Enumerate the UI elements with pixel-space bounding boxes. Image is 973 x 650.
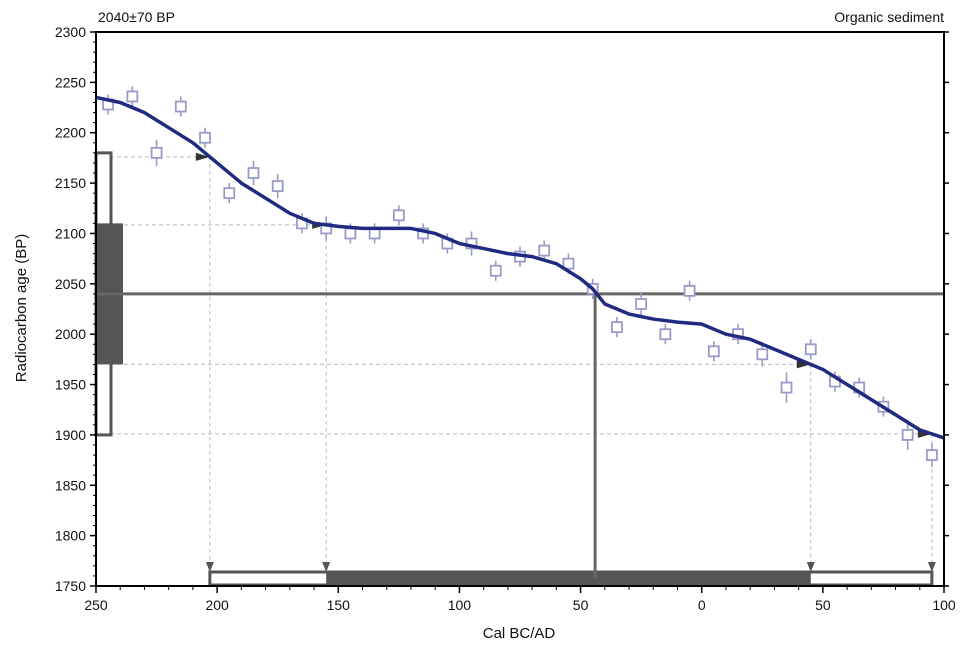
x-tick-label: 200 <box>205 597 229 613</box>
measurement-point <box>611 321 623 334</box>
x-range-arrow <box>205 562 214 572</box>
guide-lines <box>110 152 936 572</box>
x-tick-label: 0 <box>698 597 706 613</box>
x-range-arrow <box>806 562 815 572</box>
measurement-point <box>707 345 720 358</box>
measurement-point <box>562 257 575 270</box>
measurement-point <box>247 167 260 179</box>
measurement-point <box>635 298 648 310</box>
x-tick-label: 100 <box>448 597 472 613</box>
measurement-point <box>659 328 672 341</box>
measurement-point <box>199 131 211 144</box>
measurement-point <box>925 449 938 461</box>
axis-ticks: 1750180018501900195020002050210021502200… <box>55 24 956 613</box>
x-tick-label: 150 <box>327 597 351 613</box>
measurement-point <box>780 381 793 394</box>
y-tick-label: 1850 <box>55 477 86 493</box>
calibration-curve-layer <box>95 95 945 440</box>
header-left-label: 2040±70 BP <box>98 9 175 25</box>
y-tick-label: 2200 <box>55 125 86 141</box>
measurement-point <box>392 209 405 222</box>
header-right-label: Organic sediment <box>834 9 944 25</box>
y-tick-label: 2050 <box>55 276 86 292</box>
x-axis-title: Cal BC/AD <box>483 625 556 642</box>
y-tick-label: 2300 <box>55 24 86 40</box>
y-axis-title: Radiocarbon age (BP) <box>13 234 30 382</box>
measurement-point <box>223 187 236 200</box>
x-tick-label: 50 <box>573 597 589 613</box>
plot-frame <box>95 31 945 587</box>
calibration-curve <box>95 95 945 440</box>
x-tick-label: 250 <box>84 597 108 613</box>
y-tick-label: 2000 <box>55 326 86 342</box>
measurement-point <box>344 227 357 240</box>
measurement-point <box>174 100 187 113</box>
y-tick-label: 1800 <box>55 528 86 544</box>
x-tick-label: 100 <box>932 597 956 613</box>
x-tick-label: 50 <box>815 597 831 613</box>
range-bars <box>94 151 934 587</box>
measurement-point <box>489 264 502 277</box>
measurement-point <box>756 348 769 361</box>
curve-arrow-marker <box>796 360 811 369</box>
y-tick-label: 1900 <box>55 427 86 443</box>
plot-frame-layer <box>95 31 945 587</box>
measurement-point <box>901 429 914 441</box>
curve-arrow-marker <box>195 152 210 161</box>
y-tick-label: 1750 <box>55 578 86 594</box>
x-range-arrow <box>927 562 936 572</box>
measurement-point <box>804 343 817 356</box>
measurement-point <box>150 146 163 159</box>
measurement-point <box>271 180 284 193</box>
y-tick-label: 2100 <box>55 225 86 241</box>
measurement-points <box>102 86 938 468</box>
date-lines <box>96 292 944 578</box>
measurement-point <box>683 284 696 297</box>
y-tick-label: 2150 <box>55 175 86 191</box>
y-tick-label: 2250 <box>55 74 86 90</box>
y-tick-label: 1950 <box>55 377 86 393</box>
measurement-point <box>538 244 551 257</box>
measurement-point <box>126 90 139 103</box>
x-range-one-sigma-bar <box>326 572 811 585</box>
x-range-arrow <box>322 562 331 572</box>
